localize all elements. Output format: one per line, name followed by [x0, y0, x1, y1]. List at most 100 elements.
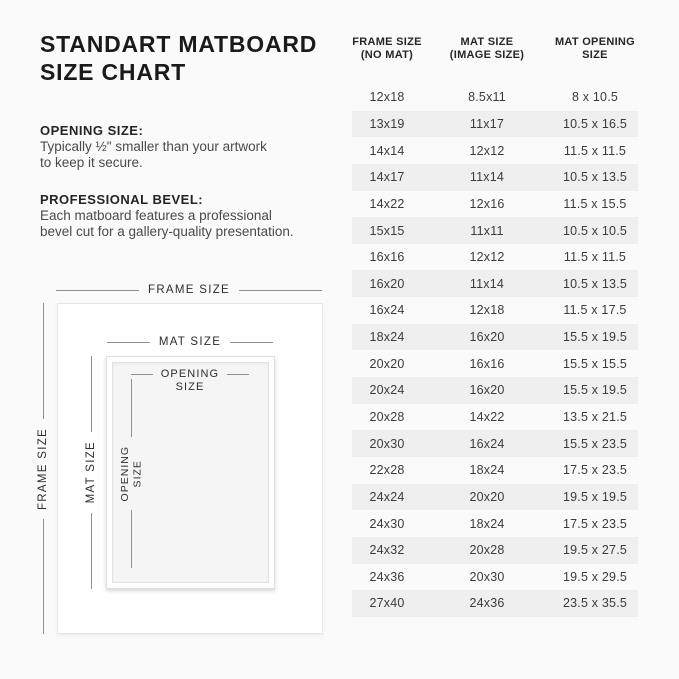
table-row: 20x20 16x16 15.5 x 15.5 — [352, 350, 638, 377]
table-cell: 20x30 — [469, 569, 505, 584]
table-row: 16x20 11x14 10.5 x 13.5 — [352, 270, 638, 298]
table-cell: 15.5 x 15.5 — [562, 356, 628, 371]
mat-opening-area — [106, 356, 275, 589]
table-cell: 24x30 — [369, 516, 405, 531]
table-cell: 10.5 x 13.5 — [562, 170, 628, 185]
table-cell: 12x18 — [369, 90, 405, 105]
column-header-mat-opening-line2: SIZE — [582, 49, 608, 61]
table-row: 14x22 12x16 11.5 x 15.5 — [352, 191, 638, 218]
mat-size-label-top: MAT SIZE — [107, 335, 273, 349]
table-cell: 18x24 — [469, 463, 505, 478]
table-cell: 22x28 — [369, 463, 405, 478]
table-cell: 11x14 — [469, 170, 505, 185]
professional-bevel-description-line1: Each matboard features a professional — [40, 208, 272, 223]
opening-size-description: Typically ½" smaller than your artwork t… — [40, 139, 267, 171]
opening-size-label-vertical: OPENING SIZE — [118, 379, 144, 568]
table-cell: 20x24 — [369, 383, 405, 398]
table-cell: 10.5 x 10.5 — [562, 223, 628, 238]
table-row: 24x36 20x30 19.5 x 29.5 — [352, 564, 638, 591]
column-header-frame-size-line1: FRAME SIZE — [352, 36, 422, 48]
opening-size-heading: OPENING SIZE: — [40, 123, 144, 138]
table-cell: 20x20 — [369, 356, 405, 371]
table-row: 18x24 16x20 15.5 x 19.5 — [352, 323, 638, 351]
frame-size-label-top-text: FRAME SIZE — [148, 284, 231, 296]
frame-size-vrule-bottom — [42, 518, 44, 635]
table-cell: 16x16 — [369, 250, 405, 265]
opening-size-rule-left — [131, 374, 153, 375]
professional-bevel-heading: PROFESSIONAL BEVEL: — [40, 192, 204, 207]
mat-size-label-left-text: MAT SIZE — [85, 441, 97, 504]
table-row: 24x30 18x24 17.5 x 23.5 — [352, 510, 638, 537]
table-cell: 24x24 — [369, 489, 405, 504]
table-cell: 10.5 x 13.5 — [562, 276, 628, 291]
mat-size-label-top-text: MAT SIZE — [158, 336, 222, 348]
table-row: 20x28 14x22 13.5 x 21.5 — [352, 404, 638, 431]
mat-size-vrule-top — [90, 356, 92, 433]
table-cell: 16x20 — [369, 276, 405, 291]
table-row: 24x32 20x28 19.5 x 27.5 — [352, 536, 638, 564]
column-header-mat-opening-line1: MAT OPENING — [554, 36, 636, 48]
table-cell: 11.5 x 11.5 — [563, 143, 627, 158]
table-cell: 14x22 — [369, 196, 405, 211]
table-row: 20x30 16x24 15.5 x 23.5 — [352, 430, 638, 457]
table-cell: 16x20 — [469, 383, 505, 398]
page-title: STANDART MATBOARD SIZE CHART — [40, 31, 317, 86]
size-table-body: 12x18 8.5x11 8 x 10.5 13x19 11x17 10.5 x 16.5… — [352, 84, 638, 617]
table-cell: 8.5x11 — [468, 90, 506, 105]
column-header-frame-size: FRAME SIZE (NO MAT) — [352, 36, 422, 62]
table-row: 16x24 12x18 11.5 x 17.5 — [352, 297, 638, 324]
table-row: 13x19 11x17 10.5 x 16.5 — [352, 110, 638, 138]
table-row: 22x28 18x24 17.5 x 23.5 — [352, 457, 638, 484]
frame-size-vrule-top — [42, 303, 44, 419]
table-cell: 8 x 10.5 — [571, 90, 619, 105]
opening-size-label-text: OPENING SIZE — [161, 368, 219, 394]
table-cell: 20x28 — [369, 410, 405, 424]
table-row: 12x18 8.5x11 8 x 10.5 — [352, 84, 638, 111]
column-header-frame-size-line2: (NO MAT) — [360, 49, 414, 61]
table-cell: 11x11 — [470, 223, 504, 238]
opening-size-label: OPENING SIZE — [131, 368, 249, 394]
column-header-mat-size-line2: (IMAGE SIZE) — [449, 49, 525, 61]
frame-size-rule-left — [56, 289, 139, 291]
table-cell: 11.5 x 15.5 — [563, 196, 627, 211]
table-row: 14x14 12x12 11.5 x 11.5 — [352, 137, 638, 164]
size-table-header: FRAME SIZE (NO MAT) MAT SIZE (IMAGE SIZE… — [352, 36, 638, 62]
table-cell: 27x40 — [369, 596, 405, 611]
table-cell: 11x17 — [469, 116, 505, 131]
table-cell: 15x15 — [369, 223, 405, 238]
table-cell: 11.5 x 11.5 — [563, 250, 627, 265]
column-header-mat-opening: MAT OPENING SIZE — [552, 36, 638, 62]
table-cell: 12x18 — [469, 303, 505, 318]
opening-size-vrule-bottom — [130, 510, 132, 568]
frame-size-label-left: FRAME SIZE — [37, 303, 49, 635]
table-row: 20x24 16x20 15.5 x 19.5 — [352, 377, 638, 404]
opening-size-vertical-line2: SIZE — [131, 459, 143, 488]
table-cell: 16x24 — [369, 303, 405, 318]
column-header-mat-size-line1: MAT SIZE — [460, 36, 514, 48]
page-title-line1: STANDART MATBOARD — [40, 31, 318, 57]
table-cell: 16x16 — [469, 356, 505, 371]
table-cell: 24x36 — [369, 569, 405, 584]
table-row: 14x17 11x14 10.5 x 13.5 — [352, 163, 638, 191]
mat-size-vrule-bottom — [90, 512, 92, 589]
table-row: 24x24 20x20 19.5 x 19.5 — [352, 483, 638, 511]
mat-size-label-left: MAT SIZE — [85, 356, 97, 589]
table-cell: 15.5 x 19.5 — [562, 383, 628, 398]
professional-bevel-description: Each matboard features a professional be… — [40, 208, 294, 240]
table-cell: 18x24 — [469, 516, 505, 531]
professional-bevel-description-line2: bevel cut for a gallery-quality presenta… — [40, 223, 294, 239]
mat-size-rule-left — [107, 341, 150, 343]
table-cell: 16x24 — [469, 436, 505, 451]
table-cell: 11.5 x 17.5 — [563, 303, 627, 318]
table-cell: 15.5 x 19.5 — [562, 330, 628, 345]
frame-size-rule-right — [239, 289, 323, 291]
frame-diagram: MAT SIZE MAT SIZE OPENING SIZE OPENING S… — [57, 303, 323, 634]
table-cell: 17.5 x 23.5 — [562, 463, 628, 478]
frame-size-label-top: FRAME SIZE — [56, 283, 323, 297]
table-cell: 12x16 — [469, 196, 505, 211]
table-cell: 12x12 — [469, 250, 505, 265]
table-cell: 20x28 — [469, 543, 505, 558]
table-cell: 10.5 x 16.5 — [562, 116, 628, 131]
table-cell: 13x19 — [369, 116, 405, 131]
